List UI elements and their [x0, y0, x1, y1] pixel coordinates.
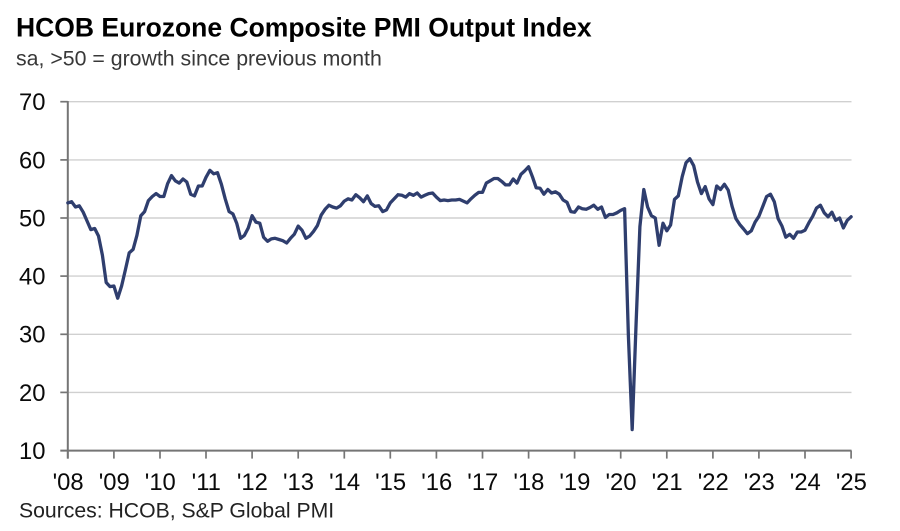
svg-text:'22: '22 — [698, 469, 729, 496]
svg-text:'16: '16 — [421, 469, 452, 496]
svg-text:40: 40 — [19, 264, 45, 291]
svg-text:'24: '24 — [790, 469, 821, 496]
svg-text:'20: '20 — [605, 469, 636, 496]
svg-text:'23: '23 — [744, 469, 775, 496]
svg-text:'08: '08 — [53, 469, 84, 496]
svg-text:sa, >50 = growth since previou: sa, >50 = growth since previous month — [16, 47, 382, 71]
svg-text:'09: '09 — [99, 469, 130, 496]
svg-text:'14: '14 — [329, 469, 360, 496]
svg-text:'15: '15 — [375, 469, 406, 496]
svg-text:'17: '17 — [467, 469, 498, 496]
svg-text:Sources: HCOB, S&P Global PMI: Sources: HCOB, S&P Global PMI — [19, 500, 334, 523]
svg-text:'10: '10 — [145, 469, 176, 496]
svg-text:20: 20 — [19, 380, 45, 407]
svg-text:50: 50 — [19, 205, 45, 232]
svg-text:70: 70 — [19, 89, 45, 116]
svg-text:'18: '18 — [513, 469, 544, 496]
svg-text:10: 10 — [19, 438, 45, 465]
svg-text:60: 60 — [19, 147, 45, 174]
svg-text:'25: '25 — [836, 469, 867, 496]
svg-text:'13: '13 — [283, 469, 314, 496]
svg-text:30: 30 — [19, 322, 45, 349]
svg-text:'11: '11 — [192, 469, 221, 496]
svg-text:'12: '12 — [237, 469, 268, 496]
svg-text:'19: '19 — [559, 469, 590, 496]
svg-text:'21: '21 — [652, 469, 683, 496]
svg-text:HCOB Eurozone Composite PMI Ou: HCOB Eurozone Composite PMI Output Index — [16, 13, 592, 43]
